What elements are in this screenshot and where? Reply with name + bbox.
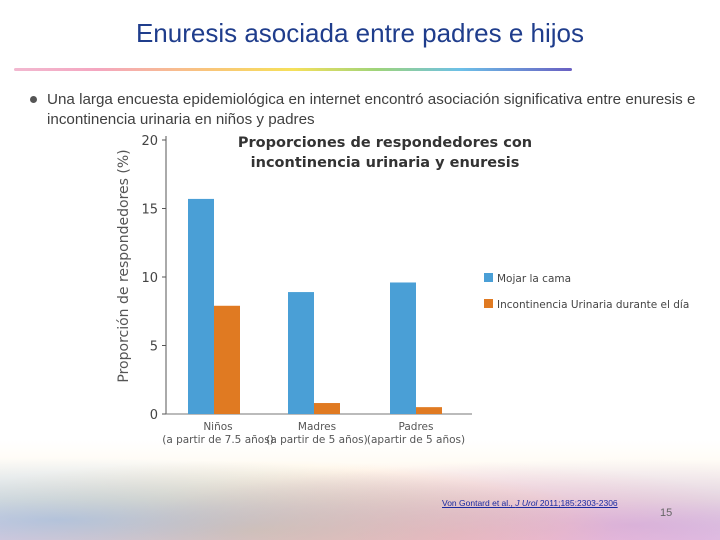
bar-1-0 — [214, 305, 240, 414]
bar-1-2 — [416, 407, 442, 414]
legend-swatch — [484, 299, 493, 308]
slide-title: Enuresis asociada entre padres e hijos — [135, 18, 585, 48]
chart-title: Proporciones de respondedores con incont… — [238, 135, 532, 171]
category-sublabel: (a partir de 5 años) — [266, 434, 368, 446]
page-number: 15 — [660, 507, 673, 519]
category-label: Madres — [298, 421, 336, 433]
reference-journal: J Urol — [515, 498, 538, 508]
bar-0-0 — [188, 198, 214, 414]
bullet-text: Una larga encuesta epidemiológica en int… — [47, 91, 696, 128]
legend-swatch — [484, 273, 493, 282]
category-label: Padres — [399, 421, 434, 433]
bar-1-1 — [314, 403, 340, 414]
legend: Mojar la cama Incontinencia Urinaria dura… — [484, 273, 689, 311]
category-label: Niños — [203, 421, 232, 433]
y-ticks: 0 5 10 15 20 — [141, 134, 166, 423]
y-tick-label: 0 — [150, 408, 158, 423]
legend-label: Mojar la cama — [497, 273, 571, 285]
decorative-background — [0, 440, 720, 540]
y-tick-label: 15 — [141, 203, 158, 218]
legend-label: Incontinencia Urinaria durante el día — [497, 299, 689, 311]
y-tick-label: 20 — [141, 134, 158, 149]
reference-details: 2011;185:2303-2306 — [537, 498, 618, 508]
reference-authors: Von Gontard et al., — [442, 498, 516, 508]
title-rule — [14, 68, 572, 71]
bars — [188, 198, 442, 414]
y-axis-label: Proporción de respondedores (%) — [116, 149, 132, 382]
chart-title-line-2: incontinencia urinaria y enuresis — [251, 155, 520, 171]
bullet-dot — [30, 96, 37, 103]
y-tick-label: 10 — [141, 271, 158, 286]
y-tick-label: 5 — [150, 340, 158, 355]
category-sublabel: (apartir de 5 años) — [367, 434, 465, 446]
category-sublabel: (a partir de 7.5 años) — [162, 434, 274, 446]
reference-citation[interactable]: Von Gontard et al., J Urol 2011;185:2303… — [442, 498, 618, 508]
chart-title-line-1: Proporciones de respondedores con — [238, 135, 532, 151]
bar-chart: Proporciones de respondedores con incont… — [116, 134, 689, 446]
bar-0-1 — [288, 292, 314, 414]
category-labels: Niños Madres Padres(a partir de 7.5 años)(… — [162, 421, 465, 446]
bar-0-2 — [390, 282, 416, 414]
